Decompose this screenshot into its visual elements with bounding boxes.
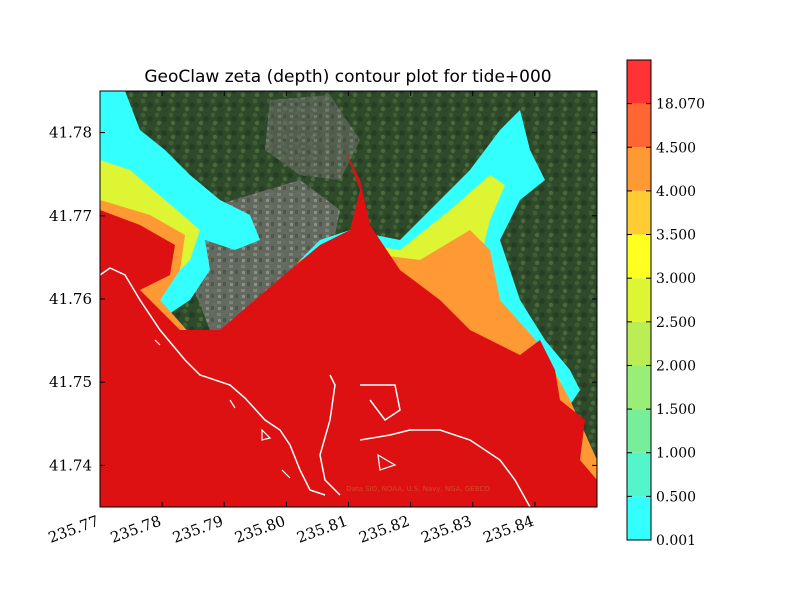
x-tick-label: 235.84 <box>481 512 536 547</box>
harbor-outline <box>154 339 397 479</box>
colorbar-label: 3.000 <box>656 271 696 287</box>
colorbar-segment <box>627 452 651 497</box>
colorbar-segment <box>627 234 651 279</box>
colorbar-label: 0.001 <box>656 533 696 549</box>
colorbar-label: 1.000 <box>656 446 696 462</box>
colorbar-segment <box>627 103 651 148</box>
plot-area: Data SIO, NOAA, U.S. Navy, NGA, GEBCO <box>100 91 597 507</box>
inundation-band-deep <box>100 150 597 507</box>
x-tick-label: 235.82 <box>357 512 412 547</box>
colorbar-label: 1.500 <box>656 402 696 418</box>
colorbar-label: 0.500 <box>656 489 696 505</box>
colorbar-label: 4.000 <box>656 184 696 200</box>
colorbar-segment <box>627 190 651 235</box>
x-tick-label: 235.80 <box>232 512 287 547</box>
x-tick-label: 235.79 <box>170 512 225 547</box>
harbor-outline <box>319 374 531 507</box>
map-attribution: Data SIO, NOAA, U.S. Navy, NGA, GEBCO <box>346 485 490 493</box>
colorbar-frame <box>626 59 652 541</box>
colorbar-segment <box>627 147 651 191</box>
y-axis: 41.74 41.75 41.76 41.77 41.78 <box>49 124 597 474</box>
colorbar-label: 2.000 <box>656 358 696 374</box>
y-tick-label: 41.76 <box>49 290 92 308</box>
x-tick-label: 235.83 <box>419 512 474 547</box>
colorbar-segment <box>627 496 651 540</box>
coastline <box>100 267 326 496</box>
urban-area <box>265 95 360 180</box>
colorbar-segment <box>627 409 651 453</box>
colorbar-label: 4.500 <box>656 140 696 156</box>
x-tick-label: 235.78 <box>108 512 163 547</box>
colorbar: 0.001 0.500 1.000 1.500 2.000 2.500 3.000 3.500… <box>626 59 705 549</box>
colorbar-label: 2.500 <box>656 315 696 331</box>
colorbar-segment <box>627 278 651 322</box>
chart-title: GeoClaw zeta (depth) contour plot for ti… <box>144 67 551 87</box>
x-tick-label: 235.81 <box>294 512 349 547</box>
y-tick-label: 41.77 <box>49 207 92 225</box>
y-tick-label: 41.75 <box>49 373 92 391</box>
colorbar-segment <box>627 365 651 410</box>
colorbar-label: 18.070 <box>656 97 705 113</box>
x-tick-label: 235.77 <box>46 512 101 547</box>
y-tick-label: 41.78 <box>49 124 92 142</box>
colorbar-segment <box>627 60 651 104</box>
colorbar-segment <box>627 321 651 366</box>
colorbar-label: 3.500 <box>656 228 696 244</box>
y-tick-label: 41.74 <box>49 456 92 474</box>
